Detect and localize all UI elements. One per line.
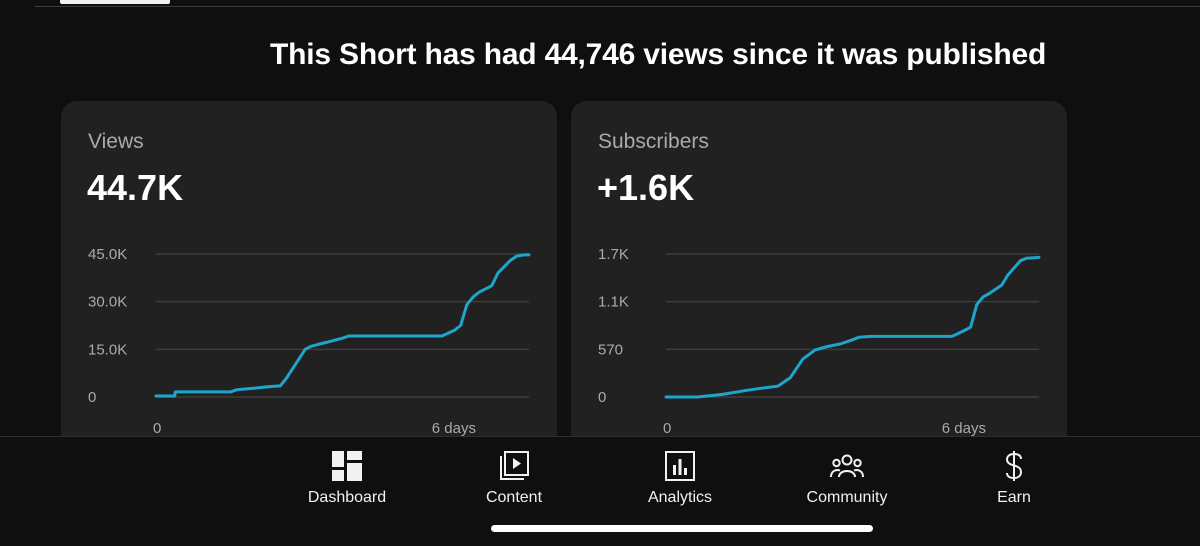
views-card[interactable]: Views 44.7K 45.0K 30.0K 15.0K 0 0 6 days	[61, 101, 557, 461]
y-tick-label: 0	[88, 389, 96, 406]
card-title: Views	[88, 130, 144, 153]
nav-analytics[interactable]: Analytics	[610, 449, 750, 507]
y-tick-label: 1.1K	[598, 294, 629, 311]
dashboard-icon	[330, 449, 364, 483]
nav-label: Earn	[997, 489, 1031, 506]
y-tick-label: 0	[598, 389, 606, 406]
dollar-icon	[997, 449, 1031, 483]
x-tick-label: 6 days	[942, 420, 986, 437]
series-line	[664, 255, 1041, 399]
nav-community[interactable]: Community	[777, 449, 917, 507]
analytics-icon	[663, 449, 697, 483]
nav-content[interactable]: Content	[444, 449, 584, 507]
nav-label: Content	[485, 489, 543, 506]
content-icon	[497, 449, 531, 483]
nav-label: Dashboard	[307, 489, 387, 506]
y-tick-label: 1.7K	[598, 246, 629, 263]
page-headline: This Short has had 44,746 views since it…	[270, 38, 1047, 71]
card-title: Subscribers	[598, 130, 709, 153]
nav-label: Community	[806, 489, 888, 506]
x-tick-label: 0	[153, 420, 161, 437]
nav-label: Analytics	[647, 489, 713, 506]
nav-dashboard[interactable]: Dashboard	[277, 449, 417, 507]
subscribers-card[interactable]: Subscribers +1.6K 1.7K 1.1K 570 0 0 6 days	[571, 101, 1067, 461]
x-tick-label: 6 days	[432, 420, 476, 437]
active-tab-indicator	[60, 0, 170, 4]
home-indicator	[491, 525, 873, 532]
subscribers-chart: 1.7K 1.1K 570 0 0 6 days	[598, 246, 1041, 437]
y-tick-label: 15.0K	[88, 341, 127, 358]
views-chart: 45.0K 30.0K 15.0K 0 0 6 days	[88, 246, 531, 437]
community-icon	[830, 449, 864, 483]
card-value: 44.7K	[87, 167, 184, 208]
y-tick-label: 570	[598, 341, 623, 358]
card-value: +1.6K	[597, 167, 695, 208]
x-tick-label: 0	[663, 420, 671, 437]
nav-earn[interactable]: Earn	[944, 449, 1084, 507]
top-divider	[35, 6, 1200, 7]
series-line	[154, 253, 531, 398]
y-tick-label: 30.0K	[88, 294, 127, 311]
y-tick-label: 45.0K	[88, 246, 127, 263]
